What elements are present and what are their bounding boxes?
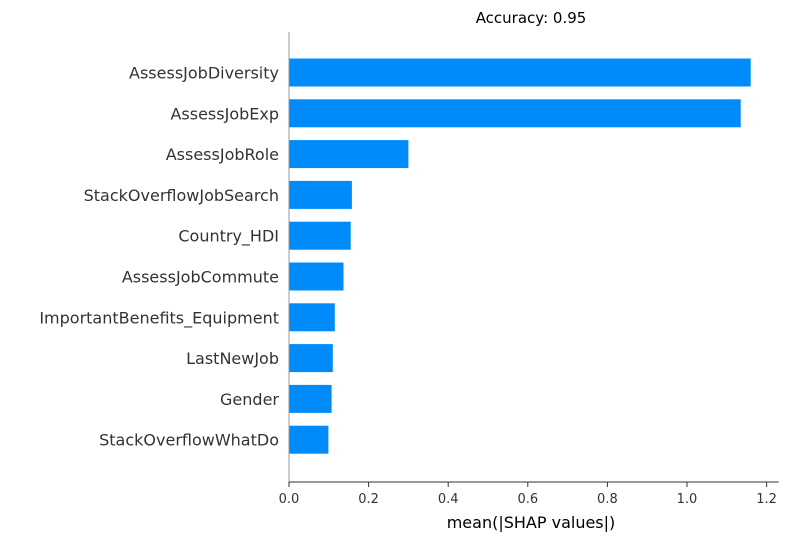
bar-AssessJobCommute bbox=[289, 262, 344, 291]
bar-AssessJobExp bbox=[289, 99, 741, 128]
bar-StackOverflowJobSearch bbox=[289, 180, 352, 209]
category-label: AssessJobExp bbox=[170, 104, 279, 123]
category-label: LastNewJob bbox=[186, 349, 279, 368]
category-label: AssessJobCommute bbox=[122, 268, 279, 287]
bar-AssessJobRole bbox=[289, 140, 409, 169]
category-label: StackOverflowWhatDo bbox=[99, 431, 279, 450]
category-label: AssessJobDiversity bbox=[129, 64, 279, 83]
x-tick-label: 0.6 bbox=[517, 492, 538, 507]
x-axis-label: mean(|SHAP values|) bbox=[447, 513, 616, 532]
category-label: StackOverflowJobSearch bbox=[84, 186, 279, 205]
bar-Gender bbox=[289, 384, 332, 413]
bar-LastNewJob bbox=[289, 344, 333, 373]
bar-ImportantBenefits_Equipment bbox=[289, 303, 335, 332]
x-tick-label: 1.2 bbox=[756, 492, 777, 507]
chart-title: Accuracy: 0.95 bbox=[476, 9, 587, 27]
category-label: Country_HDI bbox=[178, 227, 279, 247]
x-ticks-group: 0.0 0.2 0.4 0.6 0.8 1.0 1.2 bbox=[279, 482, 777, 507]
category-label: ImportantBenefits_Equipment bbox=[39, 308, 279, 328]
bar-AssessJobDiversity bbox=[289, 58, 751, 87]
x-tick-label: 1.0 bbox=[677, 492, 698, 507]
category-label: AssessJobRole bbox=[166, 145, 279, 164]
x-tick-label: 0.2 bbox=[358, 492, 379, 507]
x-tick-label: 0.8 bbox=[597, 492, 618, 507]
x-tick-label: 0.0 bbox=[279, 492, 300, 507]
category-label: Gender bbox=[220, 390, 279, 409]
category-labels-group: AssessJobDiversity AssessJobExp AssessJobR… bbox=[39, 64, 279, 450]
x-tick-label: 0.4 bbox=[438, 492, 459, 507]
bar-Country_HDI bbox=[289, 221, 351, 250]
bars-group bbox=[289, 58, 751, 454]
bar-StackOverflowWhatDo bbox=[289, 425, 329, 454]
